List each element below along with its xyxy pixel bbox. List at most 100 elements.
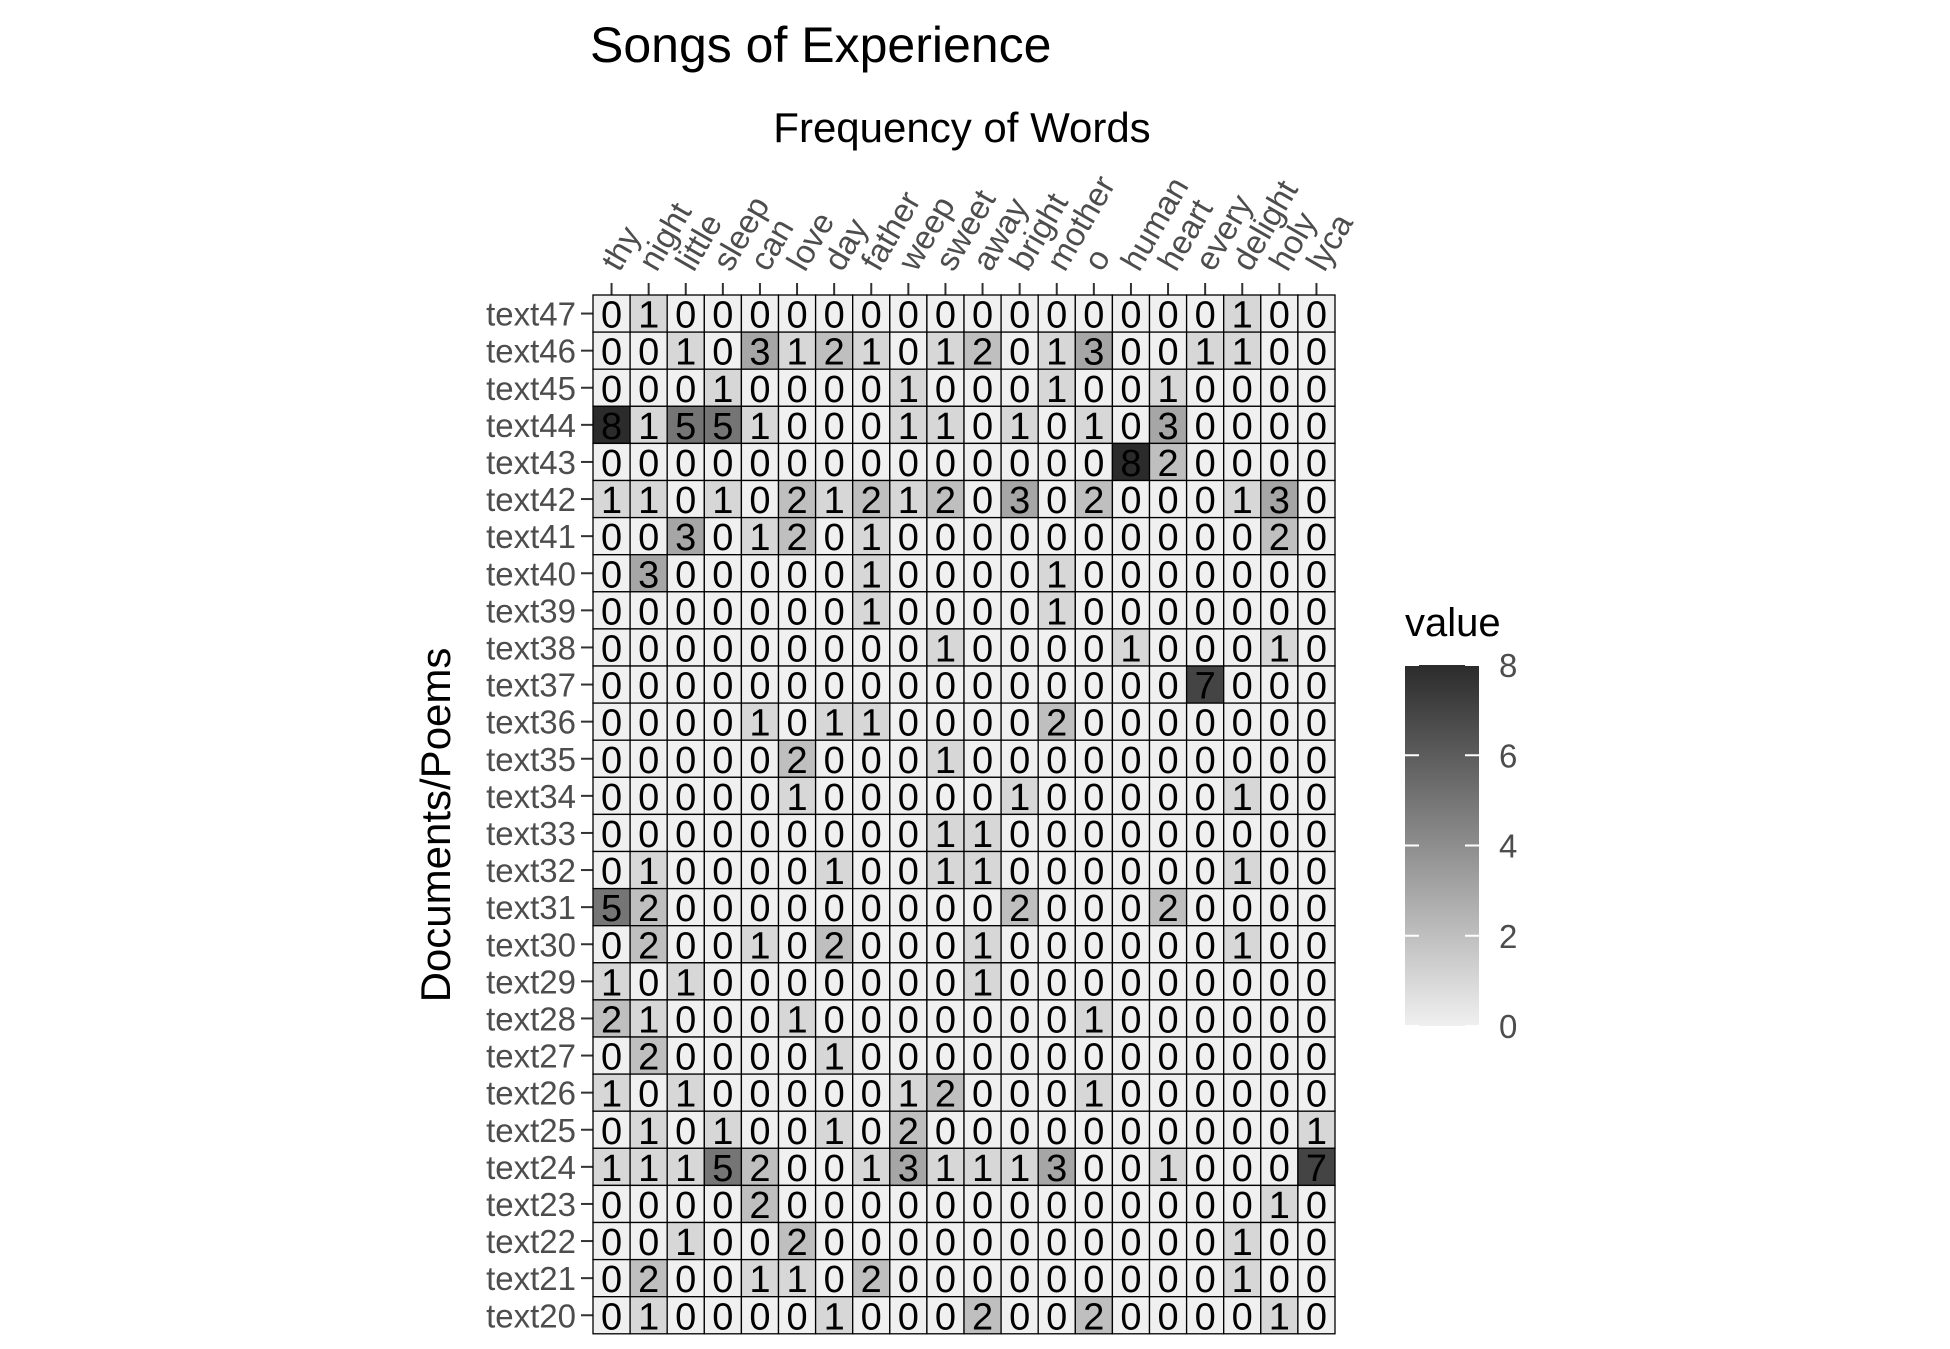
heatmap-cell: [740, 1296, 780, 1335]
cell-value-label: 3: [1269, 480, 1290, 522]
cell-value-label: 2: [972, 332, 993, 374]
heatmap-cell: [814, 479, 854, 519]
y-tick-label: text22: [486, 1223, 576, 1260]
cell-value-label: 0: [1046, 628, 1067, 670]
cell-value-label: 0: [1009, 703, 1030, 745]
cell-value-label: 0: [824, 295, 845, 337]
cell-value-label: 0: [1046, 1259, 1067, 1301]
cell-value-label: 0: [1269, 814, 1290, 856]
cell-value-label: 0: [1083, 554, 1104, 596]
cell-value-label: 0: [712, 703, 733, 745]
heatmap-cell: [852, 1147, 891, 1187]
cell-value-label: 0: [824, 406, 845, 448]
cell-value-label: 0: [1009, 628, 1030, 670]
cell-value-label: 0: [638, 1074, 659, 1116]
cell-value-label: 0: [712, 1296, 733, 1338]
cell-value-label: 1: [1232, 777, 1253, 819]
y-tick-label: text23: [486, 1186, 576, 1223]
heatmap-cell: [1074, 516, 1114, 556]
cell-value-label: 0: [675, 1185, 696, 1227]
cell-value-label: 0: [786, 1111, 807, 1153]
cell-value-label: 0: [786, 666, 807, 708]
cell-value-label: 0: [1083, 740, 1104, 782]
cell-value-label: 1: [824, 851, 845, 893]
cell-value-label: 0: [1269, 554, 1290, 596]
cell-value-label: 5: [675, 406, 696, 448]
cell-value-label: 2: [935, 1074, 956, 1116]
cell-value-label: 1: [861, 703, 882, 745]
cell-value-label: 3: [1046, 1148, 1067, 1190]
heatmap-cell: [1223, 554, 1262, 593]
cell-value-label: 0: [1046, 295, 1067, 337]
cell-value-label: 0: [972, 554, 993, 596]
heatmap-cell: [740, 850, 780, 890]
cell-value-label: 0: [1269, 295, 1290, 337]
cell-value-label: 0: [1083, 888, 1104, 930]
heatmap-cell: [777, 850, 817, 890]
cell-value-label: 0: [1120, 1074, 1141, 1116]
cell-value-label: 0: [1232, 1148, 1253, 1190]
cell-value-label: 0: [749, 1222, 770, 1264]
heatmap-cell: [666, 516, 705, 556]
cell-value-label: 0: [935, 369, 956, 411]
cell-value-label: 0: [1232, 1185, 1253, 1227]
heatmap-cell: [777, 628, 817, 667]
cell-value-label: 0: [749, 1074, 770, 1116]
heatmap-cell: [1000, 999, 1039, 1038]
cell-value-label: 0: [824, 962, 845, 1004]
cell-value-label: 0: [1046, 1222, 1067, 1264]
cell-value-label: 0: [1232, 1296, 1253, 1338]
cell-value-label: 0: [712, 443, 733, 485]
cell-value-label: 0: [712, 628, 733, 670]
cell-value-label: 2: [601, 999, 622, 1041]
cell-value-label: 0: [1306, 517, 1327, 559]
heatmap-cell: [1223, 331, 1262, 370]
heatmap-cell: [1000, 1110, 1039, 1149]
cell-value-label: 1: [861, 332, 882, 374]
cell-value-label: 0: [1083, 628, 1104, 670]
cell-value-label: 2: [749, 1185, 770, 1227]
cell-value-label: 0: [675, 443, 696, 485]
heatmap-cell: [1037, 665, 1076, 704]
cell-value-label: 0: [824, 888, 845, 930]
cell-value-label: 1: [1157, 1148, 1178, 1190]
cell-value-label: 0: [712, 962, 733, 1004]
heatmap-cell: [703, 405, 743, 445]
cell-value-label: 1: [749, 925, 770, 967]
cell-value-label: 1: [601, 1074, 622, 1116]
cell-value-label: 1: [935, 814, 956, 856]
heatmap-cell: [1148, 776, 1188, 816]
cell-value-label: 0: [675, 591, 696, 633]
heatmap-cell: [1185, 331, 1225, 370]
cell-value-label: 0: [1120, 851, 1141, 893]
cell-value-label: 2: [1269, 517, 1290, 559]
heatmap-cell: [1111, 813, 1151, 853]
heatmap-cell: [629, 516, 668, 556]
cell-value-label: 0: [1157, 591, 1178, 633]
heatmap-cell: [1148, 1073, 1188, 1112]
cell-value-label: 0: [638, 1185, 659, 1227]
heatmap-cell: [629, 554, 668, 593]
cell-value-label: 0: [638, 628, 659, 670]
y-tick-label: text33: [486, 815, 576, 852]
cell-value-label: 0: [898, 443, 919, 485]
heatmap-cell: [1297, 739, 1336, 778]
cell-value-label: 0: [786, 591, 807, 633]
cell-value-label: 0: [1195, 814, 1216, 856]
heatmap-cell: [703, 331, 743, 370]
cell-value-label: 0: [1306, 1037, 1327, 1079]
cell-value-label: 0: [638, 962, 659, 1004]
cell-value-label: 0: [1306, 814, 1327, 856]
cell-value-label: 0: [638, 443, 659, 485]
cell-value-label: 1: [1083, 406, 1104, 448]
heatmap-cell: [592, 665, 631, 704]
cell-value-label: 0: [1195, 1111, 1216, 1153]
heatmap-cell: [963, 925, 1002, 964]
heatmap-cell: [926, 850, 965, 890]
heatmap-cell: [1037, 405, 1076, 445]
cell-value-label: 0: [1195, 1037, 1216, 1079]
heatmap-cell: [1037, 776, 1076, 816]
heatmap-cell: [592, 405, 631, 445]
cell-value-label: 0: [749, 1296, 770, 1338]
cell-value-label: 1: [749, 1259, 770, 1301]
